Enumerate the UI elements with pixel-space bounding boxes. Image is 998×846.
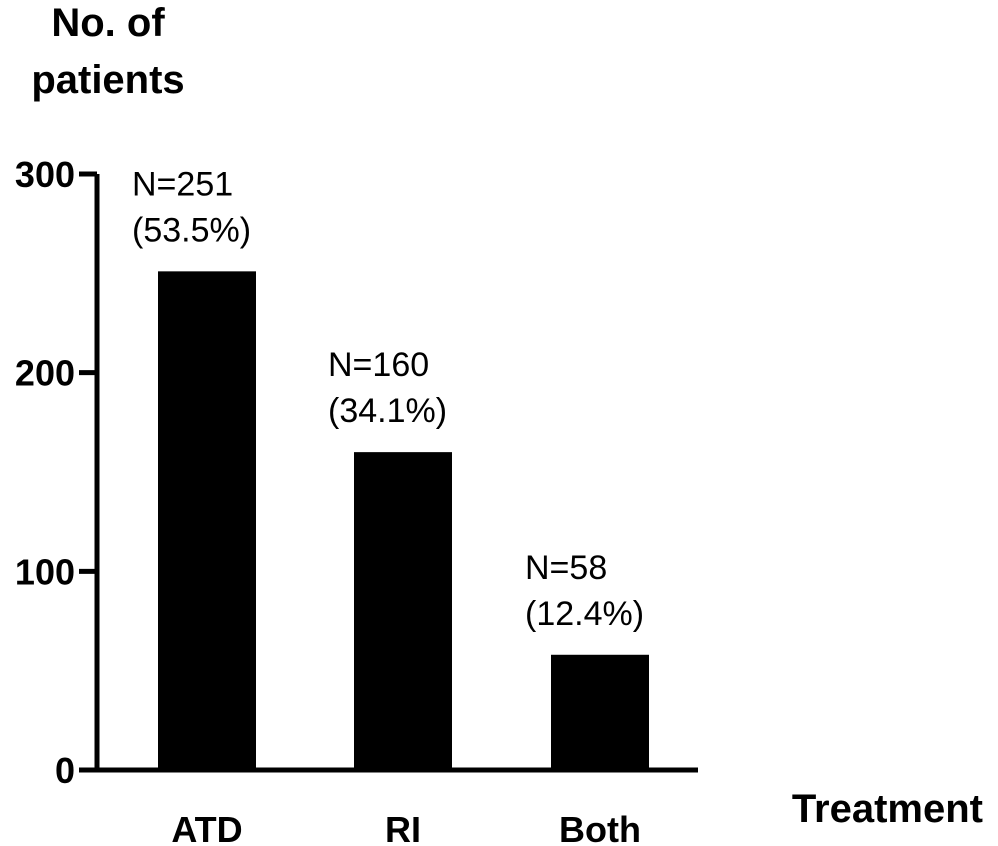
x-tick-label: Both <box>559 809 641 846</box>
x-tick-label: ATD <box>171 809 242 846</box>
bar-both <box>551 654 649 770</box>
y-axis-ticks: 0 100 200 300 <box>15 154 97 791</box>
data-label-count: N=58 <box>525 549 607 587</box>
y-axis-title-line-2: patients <box>31 58 184 102</box>
bar-ri <box>354 452 452 770</box>
data-label-count: N=251 <box>132 165 233 203</box>
x-axis-title: Treatment <box>792 787 983 831</box>
data-label-percent: (34.1%) <box>328 392 447 430</box>
x-tick-label: RI <box>385 809 421 846</box>
data-label-count: N=160 <box>328 346 429 384</box>
y-tick-label: 0 <box>55 750 75 791</box>
x-axis-ticks: ATD RI Both <box>171 809 641 846</box>
y-axis-title-line-1: No. of <box>51 1 165 45</box>
y-tick-label: 300 <box>15 154 75 195</box>
data-label-percent: (53.5%) <box>132 211 251 249</box>
data-label-percent: (12.4%) <box>525 595 644 633</box>
data-labels: N=251 (53.5%) N=160 (34.1%) N=58 (12.4%) <box>132 165 644 632</box>
y-tick-label: 100 <box>15 551 75 592</box>
bars <box>158 271 649 770</box>
y-tick-label: 200 <box>15 353 75 394</box>
bar-atd <box>158 271 256 770</box>
